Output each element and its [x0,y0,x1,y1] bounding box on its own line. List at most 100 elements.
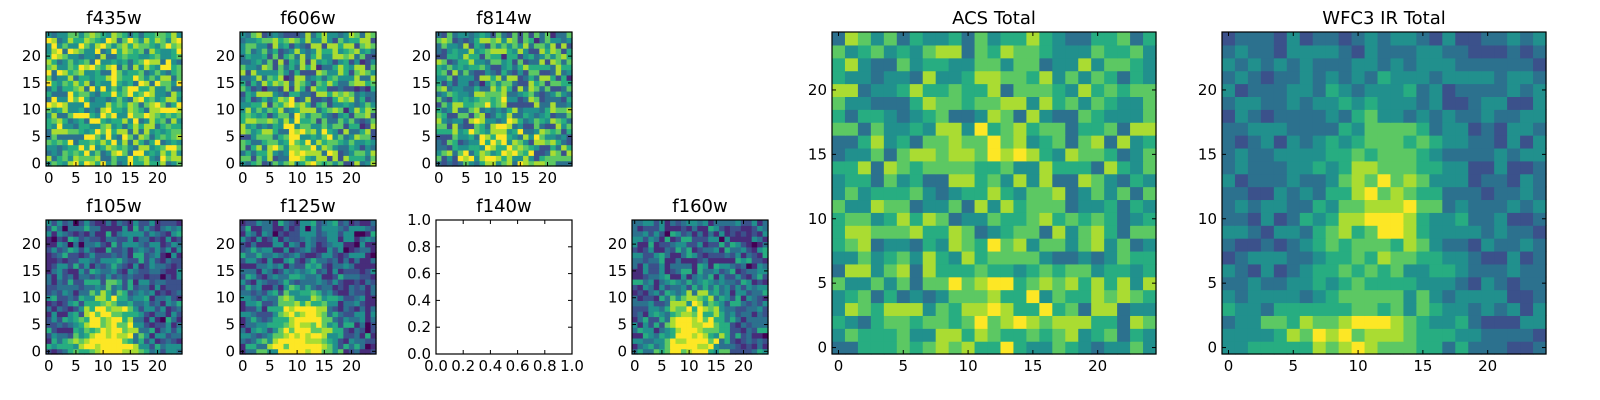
heatmap-cell [974,70,989,85]
heatmap-cell [686,246,693,253]
heatmap-cell [735,268,742,275]
heatmap-cell [675,327,682,334]
heatmap-cell [896,276,911,291]
heatmap-cell [1143,263,1157,278]
heatmap-cell [56,332,63,339]
heatmap-cell [501,37,508,44]
heatmap-cell [149,305,156,312]
heatmap-cell [73,74,80,81]
heatmap-cell [165,80,172,87]
heatmap-cell [288,316,295,323]
heatmap-cell [680,348,687,355]
heatmap-cell [1533,225,1547,239]
heatmap-cell [105,123,112,130]
heatmap-cell [528,96,535,103]
heatmap-cell [832,263,846,278]
heatmap-cell [278,343,285,350]
heatmap-cell [670,311,677,318]
heatmap-cell [67,332,74,339]
heatmap-cell [245,321,252,328]
heatmap-cell [62,90,69,97]
heatmap-cell [1000,238,1015,252]
heatmap-cell [171,112,178,119]
heatmap-cell [922,238,937,252]
y-tick-label: 0 [421,154,431,172]
heatmap-cell [332,273,339,280]
heatmap-cell [370,139,377,146]
heatmap-cell [133,241,140,248]
heatmap-cell [653,257,660,264]
heatmap-cell [321,262,328,269]
heatmap-cell [1390,341,1405,355]
heatmap-cell [305,101,312,108]
heatmap-cell [51,123,58,130]
heatmap-cell [51,144,58,151]
heatmap-cell [305,220,312,226]
heatmap-cell [261,48,268,55]
heatmap-cell [359,58,366,65]
heatmap-cell [327,262,334,269]
heatmap-cell [288,348,295,355]
heatmap-cell [632,236,639,243]
heatmap-cell [909,147,924,162]
heatmap-cell [240,69,247,76]
heatmap-cell [240,337,247,344]
heatmap-cell [370,69,377,76]
heatmap-cell [370,112,377,119]
heatmap-cell [697,230,704,237]
heatmap-cell [468,101,475,108]
heatmap-cell [288,128,295,135]
heatmap-cell [1286,199,1301,213]
heatmap-cell [365,64,372,71]
heatmap-cell [1078,263,1092,278]
heatmap-cell [922,44,937,59]
heatmap-cell [127,117,134,124]
heatmap-cell [659,305,666,312]
heatmap-cell [365,252,372,259]
heatmap-cell [948,44,963,59]
heatmap-cell [506,58,513,65]
heatmap-cell [1364,238,1379,252]
heatmap-cell [1286,225,1301,239]
heatmap-cell [555,42,562,49]
x-tick-label: 10 [484,169,503,187]
heatmap-cell [697,332,704,339]
heatmap-cell [1000,109,1015,123]
heatmap-cell [474,128,481,135]
heatmap-cell [138,321,145,328]
heatmap-cell [62,343,69,350]
heatmap-cell [550,128,557,135]
heatmap-cell [740,311,747,318]
heatmap-cell [708,305,715,312]
heatmap-cell [1013,186,1027,201]
heatmap-cell [272,149,279,156]
heatmap-cell [555,117,562,124]
heatmap-cell [138,53,145,60]
heatmap-cell [1494,341,1508,355]
heatmap-cell [294,90,301,97]
heatmap-cell [1130,315,1144,329]
heatmap-cell [116,90,123,97]
heatmap-cell [474,96,481,103]
heatmap-cell [501,117,508,124]
heatmap-cell [539,117,546,124]
heatmap-cell [256,278,263,285]
heatmap-cell [299,69,306,76]
heatmap-cell [354,305,361,312]
heatmap-cell [89,155,96,162]
heatmap-cell [359,42,366,49]
heatmap-cell [457,74,464,81]
heatmap-cell [757,225,764,232]
heatmap-cell [78,300,85,307]
heatmap-cell [1000,186,1015,201]
heatmap-cell [446,53,453,60]
heatmap-cell [89,278,96,285]
heatmap-cell [316,144,323,151]
heatmap-cell [176,252,183,259]
heatmap-cell [724,225,731,232]
heatmap-cell [89,241,96,248]
heatmap-cell [176,220,183,226]
heatmap-cell [62,133,69,140]
heatmap-cell [523,123,530,130]
